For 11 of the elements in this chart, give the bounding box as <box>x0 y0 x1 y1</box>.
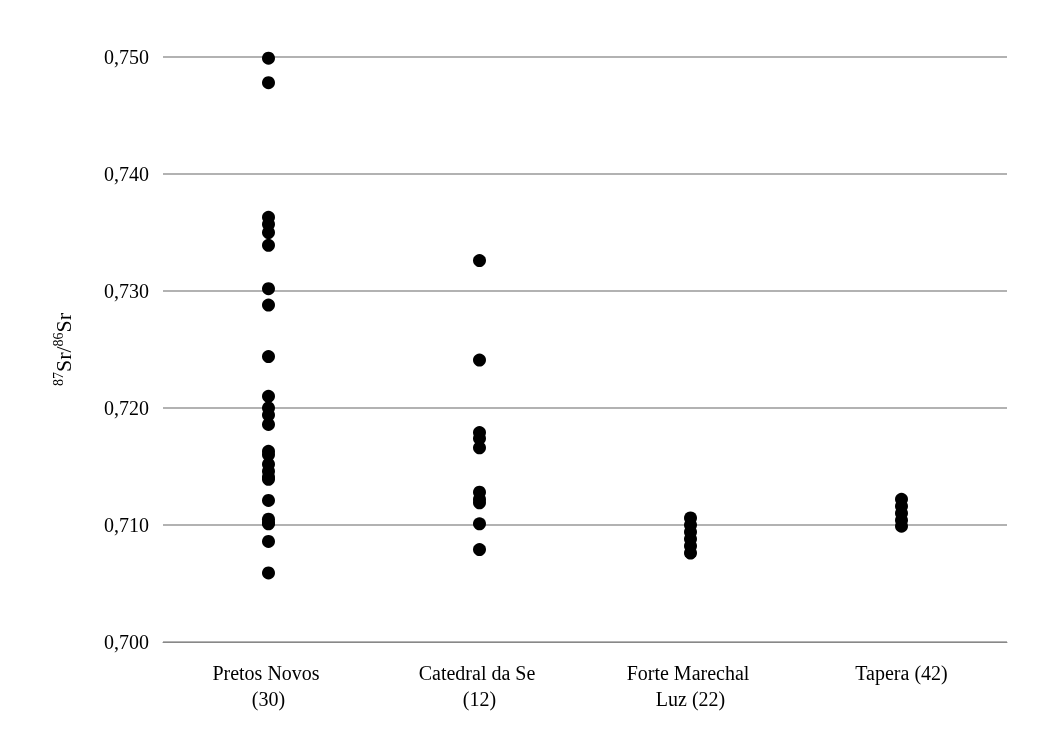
y-tick-label: 0,730 <box>104 280 149 302</box>
y-tick-label: 0,740 <box>104 163 149 185</box>
x-tick-label: Pretos Novos (30) <box>212 662 325 711</box>
y-tick-label: 0,750 <box>104 46 149 68</box>
y-tick-label: 0,700 <box>104 631 149 653</box>
y-axis-title: 87Sr/86Sr <box>50 312 76 387</box>
y-tick-label: 0,710 <box>104 514 149 536</box>
y-tick-label: 0,720 <box>104 397 149 419</box>
x-tick-label: Catedral da Se (12) <box>418 662 541 711</box>
x-tick-label: Tapera (42) <box>855 662 948 685</box>
x-tick-label: Forte Marechal Luz (22) <box>626 662 755 711</box>
